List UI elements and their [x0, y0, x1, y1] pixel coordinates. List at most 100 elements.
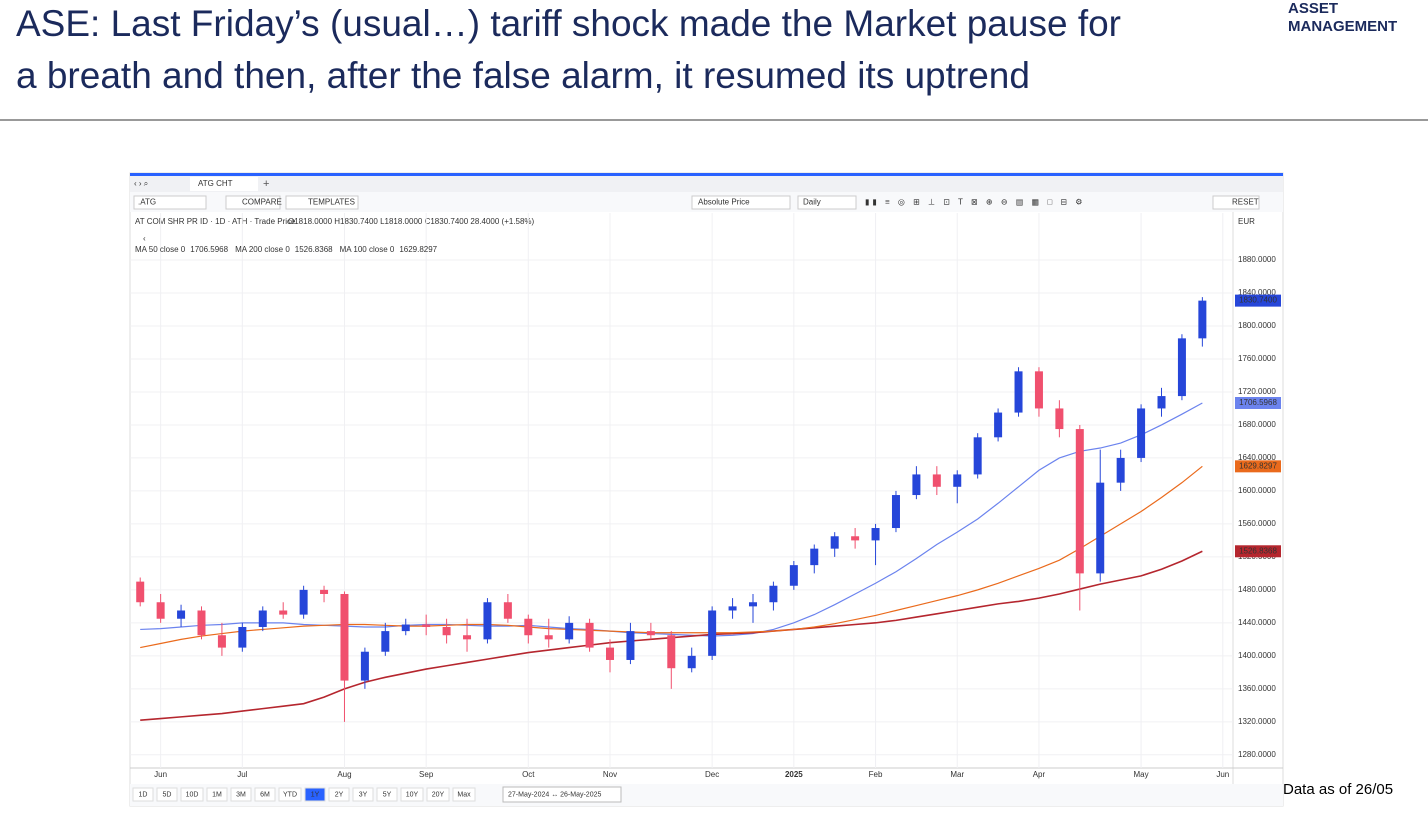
range-label[interactable]: 5D — [163, 791, 172, 798]
tab-label[interactable]: ATG CHT — [198, 179, 233, 188]
templates-button[interactable] — [285, 195, 359, 210]
range-label[interactable]: 1D — [139, 791, 148, 798]
candle-body — [442, 626, 451, 636]
range-button[interactable] — [452, 787, 476, 802]
date-range-box[interactable] — [502, 786, 622, 803]
tab[interactable] — [190, 177, 258, 191]
x-tick-label: Jul — [237, 770, 247, 779]
candle-body — [197, 610, 206, 636]
range-label[interactable]: 2Y — [335, 791, 344, 798]
legend-value: 1629.8297 — [399, 245, 437, 254]
range-button[interactable] — [278, 787, 302, 802]
x-tick-label: Mar — [950, 770, 964, 779]
candle-body — [585, 622, 594, 648]
price-tag-label: 1830.7400 — [1239, 296, 1277, 305]
range-button[interactable] — [304, 787, 326, 802]
price-mode[interactable]: Absolute Price — [698, 198, 750, 207]
symbol-input[interactable] — [133, 195, 207, 210]
range-label[interactable]: Max — [457, 791, 471, 798]
candle-body — [503, 602, 512, 619]
range-label[interactable]: YTD — [283, 791, 297, 798]
range-label[interactable]: 1Y — [311, 791, 320, 798]
symbol[interactable]: .ATG — [138, 198, 156, 207]
y-tick-label: 1600.0000 — [1238, 486, 1276, 495]
candle-body — [994, 412, 1003, 438]
candle-body — [973, 437, 982, 475]
candle-body — [320, 589, 329, 594]
range-label[interactable]: 6M — [260, 791, 270, 798]
range-button[interactable] — [156, 787, 178, 802]
chart-window — [129, 172, 1284, 807]
y-tick-label: 1320.0000 — [1238, 717, 1276, 726]
date-range[interactable]: 27-May-2024 ↔ 26-May-2025 — [508, 791, 601, 798]
price-tag-label: 1629.8297 — [1239, 461, 1277, 470]
nav-icons[interactable]: ‹ › ⌕ — [134, 179, 148, 188]
y-tick-label: 1760.0000 — [1238, 354, 1276, 363]
range-button[interactable] — [206, 787, 228, 802]
candle-body — [912, 474, 921, 496]
range-button[interactable] — [376, 787, 398, 802]
tool-icons[interactable]: ▮▮ ≡ ◎ ⊞ ⊥ ⊡ T ⊠ ⊕ ⊖ ▤ ▦ □ ⊟ ⚙ — [865, 198, 1085, 207]
price-tag — [1235, 397, 1281, 410]
candle-body — [789, 565, 798, 586]
x-tick-label: Dec — [705, 770, 719, 779]
x-tick-label: Jun — [154, 770, 167, 779]
candle-body — [299, 589, 308, 615]
range-label[interactable]: 10D — [186, 791, 199, 798]
ohlc: O1818.0000 H1830.7400 L1818.0000 C1830.7… — [288, 217, 535, 226]
legend-name: MA 50 close 0 — [135, 245, 186, 254]
title: ASE: Last Friday’s (usual…) tariff shock… — [16, 3, 1121, 44]
range-button[interactable] — [230, 787, 252, 802]
candle-body — [748, 602, 757, 607]
range-button[interactable] — [328, 787, 350, 802]
collapse[interactable]: ‹ — [143, 234, 146, 243]
y-tick-label: 1400.0000 — [1238, 651, 1276, 660]
price-mode-select[interactable] — [691, 195, 791, 210]
candle-body — [279, 610, 288, 615]
range-button[interactable] — [400, 787, 424, 802]
candle-body — [1177, 338, 1186, 397]
candle-body — [1157, 396, 1166, 409]
compare-button[interactable] — [225, 195, 281, 210]
candle-body — [728, 606, 737, 611]
candle-body — [258, 610, 267, 627]
title: a breath and then, after the false alarm… — [16, 55, 1030, 96]
candle-body — [891, 495, 900, 529]
x-tick-label: 2025 — [785, 770, 803, 779]
interval[interactable]: Daily — [803, 198, 821, 207]
x-tick-label: Aug — [337, 770, 351, 779]
reset-label[interactable]: RESET — [1232, 198, 1259, 207]
currency[interactable]: EUR — [1238, 217, 1255, 226]
y-tick-label: 1280.0000 — [1238, 750, 1276, 759]
range-button[interactable] — [132, 787, 154, 802]
price-tag-label: 1706.5968 — [1239, 398, 1277, 407]
reset-button[interactable] — [1212, 195, 1260, 210]
range-label[interactable]: 1M — [212, 791, 222, 798]
range-label[interactable]: 10Y — [406, 791, 419, 798]
compare-label[interactable]: COMPARE — [242, 198, 282, 207]
range-label[interactable]: 3Y — [359, 791, 368, 798]
range-label[interactable]: 20Y — [432, 791, 445, 798]
tab-bar — [130, 176, 1283, 192]
y-tick-label: 1720.0000 — [1238, 387, 1276, 396]
interval-select[interactable] — [797, 195, 857, 210]
range-button[interactable] — [352, 787, 374, 802]
range-button[interactable] — [426, 787, 450, 802]
candle-body — [830, 536, 839, 549]
range-bar — [130, 784, 1283, 806]
candle-body — [401, 624, 410, 632]
candle-body — [932, 474, 941, 487]
logo-text: MANAGEMENT — [1288, 18, 1397, 35]
y-tick-label: 1440.0000 — [1238, 618, 1276, 627]
y-tick-label: 1640.0000 — [1238, 453, 1276, 462]
range-button[interactable] — [180, 787, 204, 802]
range-label[interactable]: 5Y — [383, 791, 392, 798]
y-tick-label: 1840.0000 — [1238, 288, 1276, 297]
range-button[interactable] — [254, 787, 276, 802]
x-tick-label: Jun — [1216, 770, 1229, 779]
templates-label[interactable]: TEMPLATES — [308, 198, 355, 207]
add-tab[interactable]: + — [263, 178, 269, 190]
price-tag — [1235, 460, 1281, 473]
range-label[interactable]: 3M — [236, 791, 246, 798]
candle-body — [544, 635, 553, 640]
